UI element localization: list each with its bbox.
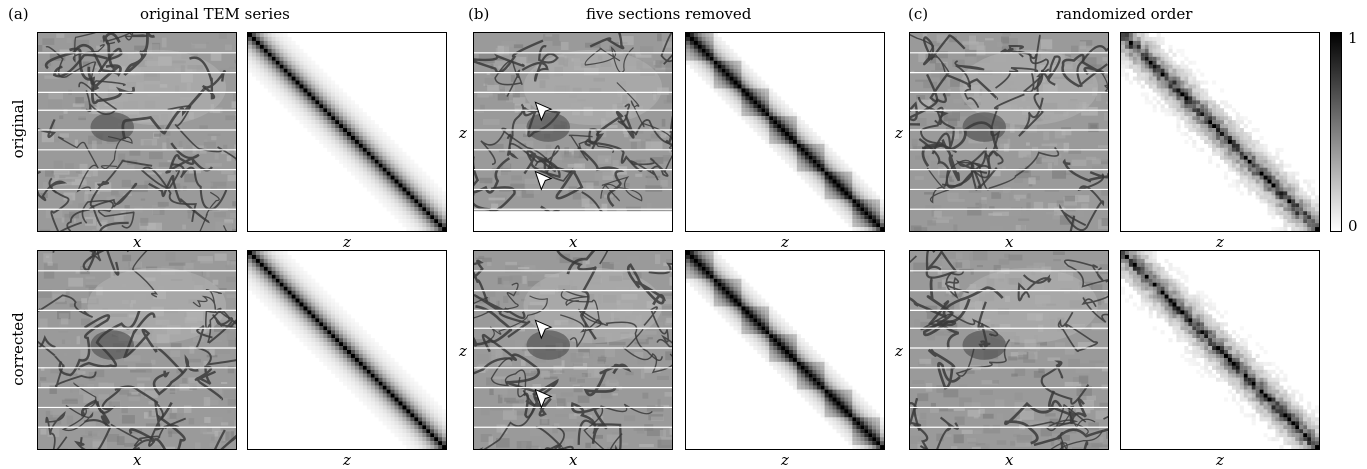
tem-image-a-corrected <box>37 250 237 450</box>
column-c-title: randomized order <box>1056 6 1192 22</box>
column-c-letter: (c) <box>908 6 928 22</box>
axis-label-y-c-corrected: z <box>895 344 903 359</box>
axis-label-z-b-original: z <box>781 235 789 250</box>
axis-label-y-b-corrected: z <box>459 344 467 359</box>
axis-label-y-c-original: z <box>895 126 903 141</box>
axis-label-x-c-original: x <box>1005 235 1013 250</box>
colorbar <box>1330 32 1342 232</box>
column-b-letter: (b) <box>468 6 489 22</box>
axis-label-y-b-original: z <box>459 126 467 141</box>
axis-label-x-c-corrected: x <box>1005 453 1013 468</box>
row-label-corrected: corrected <box>9 309 27 389</box>
column-a-title: original TEM series <box>140 6 290 22</box>
axis-label-z-c-original: z <box>1216 235 1224 250</box>
axis-label-z-c-corrected: z <box>1216 453 1224 468</box>
tem-image-a-original <box>37 32 237 232</box>
tem-image-b-corrected <box>473 250 673 450</box>
similarity-matrix-c-corrected <box>1120 250 1320 450</box>
colorbar-max-label: 1 <box>1348 30 1358 46</box>
column-b-title: five sections removed <box>586 6 751 22</box>
tem-image-c-original <box>909 32 1109 232</box>
column-a-letter: (a) <box>8 6 29 22</box>
similarity-matrix-b-original <box>685 32 885 232</box>
axis-label-z-a-original: z <box>343 235 351 250</box>
similarity-matrix-b-corrected <box>685 250 885 450</box>
axis-label-x-a-original: x <box>133 235 141 250</box>
similarity-matrix-c-original <box>1120 32 1320 232</box>
similarity-matrix-a-corrected <box>247 250 447 450</box>
axis-label-x-a-corrected: x <box>133 453 141 468</box>
similarity-matrix-a-original <box>247 32 447 232</box>
axis-label-x-b-original: x <box>569 235 577 250</box>
axis-label-z-a-corrected: z <box>343 453 351 468</box>
axis-label-x-b-corrected: x <box>569 453 577 468</box>
colorbar-min-label: 0 <box>1348 218 1358 234</box>
row-label-original: original <box>9 89 27 169</box>
tem-image-c-corrected <box>909 250 1109 450</box>
tem-image-b-original <box>473 32 673 232</box>
axis-label-z-b-corrected: z <box>781 453 789 468</box>
